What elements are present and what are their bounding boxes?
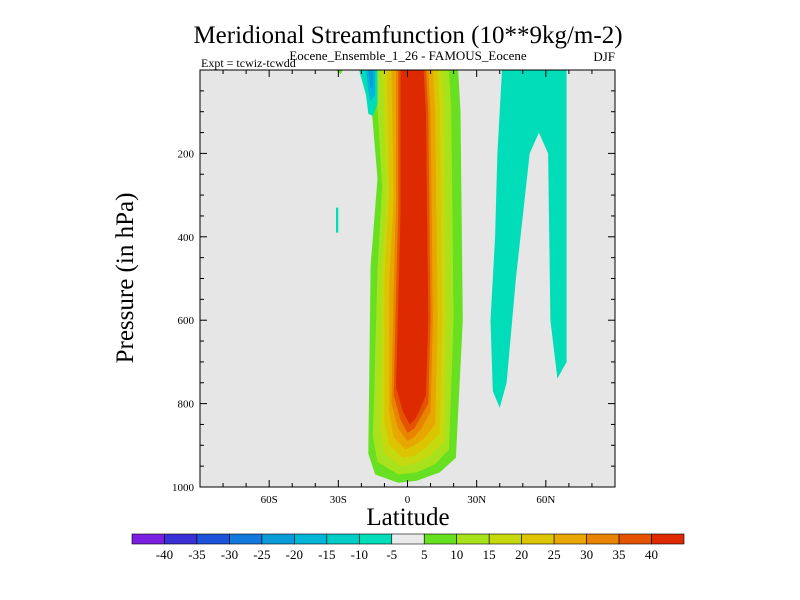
y-axis-label: Pressure (in hPa) xyxy=(112,193,139,364)
colorbar-swatch xyxy=(358,533,393,545)
contour-regions xyxy=(336,70,567,483)
colorbar-label: 15 xyxy=(483,547,496,562)
colorbar-swatch xyxy=(456,533,490,545)
colorbar-swatch xyxy=(131,533,165,545)
y-axis-ticks: 200 400 600 800 1000 xyxy=(172,90,615,494)
colorbar-swatch xyxy=(423,533,458,545)
experiment-label: Expt = tcwiz-tcwdd xyxy=(201,56,296,70)
y-tick-label: 200 xyxy=(178,148,195,160)
colorbar-label: -10 xyxy=(351,547,368,562)
colorbar-swatch xyxy=(294,533,328,545)
colorbar-label: -15 xyxy=(318,547,335,562)
season-label: DJF xyxy=(593,49,615,64)
colorbar-swatch xyxy=(521,533,555,545)
colorbar-label: 35 xyxy=(613,547,626,562)
colorbar-swatch xyxy=(488,533,522,545)
x-axis-label: Latitude xyxy=(366,504,449,531)
contour-region-7 xyxy=(396,70,429,425)
y-tick-label: 800 xyxy=(178,399,195,411)
colorbar-label: 10 xyxy=(450,547,463,562)
colorbar-swatch xyxy=(391,533,425,545)
colorbar-label: -20 xyxy=(286,547,303,562)
x-axis-ticks: 60S 30S 0 30N 60N xyxy=(222,70,593,506)
colorbar-label: -25 xyxy=(253,547,270,562)
contour-region-12 xyxy=(368,70,373,89)
colorbar-label: 30 xyxy=(580,547,593,562)
colorbar-swatch xyxy=(229,533,263,545)
colorbar-swatch xyxy=(586,533,620,545)
x-tick-label: 60N xyxy=(536,494,555,506)
chart-title: Meridional Streamfunction (10**9kg/m-2) xyxy=(193,22,622,49)
colorbar-label: -35 xyxy=(188,547,205,562)
contour-region-13 xyxy=(336,70,343,75)
x-tick-label: 0 xyxy=(405,494,411,506)
colorbar-swatch xyxy=(651,533,685,545)
colorbar-swatch xyxy=(618,533,652,545)
plot-area: 60S 30S 0 30N 60N 200 400 600 800 1000 xyxy=(172,69,616,506)
colorbar-label: 25 xyxy=(548,547,561,562)
colorbar-label: -5 xyxy=(386,547,397,562)
colorbar-label: -40 xyxy=(156,547,173,562)
colorbar-label: 5 xyxy=(421,547,428,562)
y-tick-label: 400 xyxy=(178,232,195,244)
colorbar-swatch xyxy=(553,533,587,545)
colorbar-swatch xyxy=(164,533,198,545)
colorbar-swatch xyxy=(196,533,230,545)
chart-subtitle: Eocene_Ensemble_1_26 - FAMOUS_Eocene xyxy=(289,48,527,63)
contour-region-8 xyxy=(490,70,567,408)
colorbar-swatch xyxy=(326,533,360,545)
x-tick-label: 30N xyxy=(467,494,486,506)
y-tick-label: 600 xyxy=(178,315,195,327)
y-tick-label: 1000 xyxy=(172,482,195,494)
colorbar-swatch xyxy=(261,533,295,545)
colorbar-label: 40 xyxy=(645,547,658,562)
contour-region-9 xyxy=(336,207,339,233)
colorbar-label: 20 xyxy=(515,547,528,562)
x-tick-label: 60S xyxy=(261,494,278,506)
colorbar: -40 -35 -30 -25 -20 -15 -10 -5 5 10 15 20 25 30 35 40 xyxy=(131,533,685,562)
colorbar-label: -30 xyxy=(221,547,238,562)
x-tick-label: 30S xyxy=(330,494,347,506)
